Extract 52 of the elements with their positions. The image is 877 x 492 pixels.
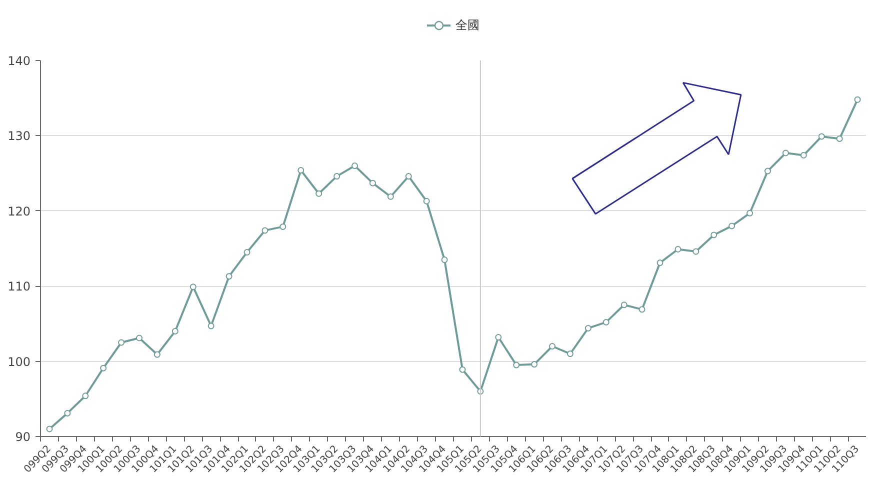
point <box>746 210 754 216</box>
point <box>316 190 322 197</box>
point <box>423 198 430 204</box>
point <box>459 366 466 373</box>
y-tick-label: 90 <box>15 430 31 444</box>
point <box>405 173 412 180</box>
point <box>208 322 214 330</box>
point <box>351 162 358 170</box>
point <box>513 362 520 368</box>
y-tick-label: 100 <box>8 354 30 369</box>
point <box>172 328 178 334</box>
point <box>244 249 250 256</box>
point <box>100 364 107 372</box>
point <box>369 180 376 186</box>
point <box>82 392 89 400</box>
y-tick-label: 110 <box>8 280 30 294</box>
point <box>836 135 843 142</box>
point <box>818 133 825 140</box>
point <box>620 302 628 308</box>
point <box>764 168 771 174</box>
point <box>226 273 232 280</box>
point <box>602 318 610 326</box>
point <box>692 248 700 255</box>
point <box>782 150 789 156</box>
point <box>64 410 71 416</box>
y-tick-label: 120 <box>8 204 30 218</box>
point <box>136 334 143 342</box>
point <box>531 361 538 368</box>
point <box>495 334 502 340</box>
point <box>674 246 682 252</box>
y-tick-label: 140 <box>8 54 30 68</box>
point <box>262 227 268 234</box>
legend-label: 全國 <box>456 16 480 34</box>
point <box>549 343 556 350</box>
point <box>638 306 646 313</box>
point <box>334 173 340 180</box>
point <box>118 339 125 346</box>
point <box>46 426 53 432</box>
point <box>190 284 196 290</box>
point <box>728 222 736 230</box>
point <box>298 167 304 174</box>
point <box>854 96 861 103</box>
point <box>154 351 160 358</box>
point <box>441 256 448 264</box>
point <box>800 152 807 158</box>
point <box>584 324 592 332</box>
y-tick-label: 130 <box>8 129 30 144</box>
point <box>280 223 286 230</box>
point <box>710 232 718 238</box>
point <box>656 260 664 266</box>
point <box>566 350 574 358</box>
point <box>387 193 394 200</box>
